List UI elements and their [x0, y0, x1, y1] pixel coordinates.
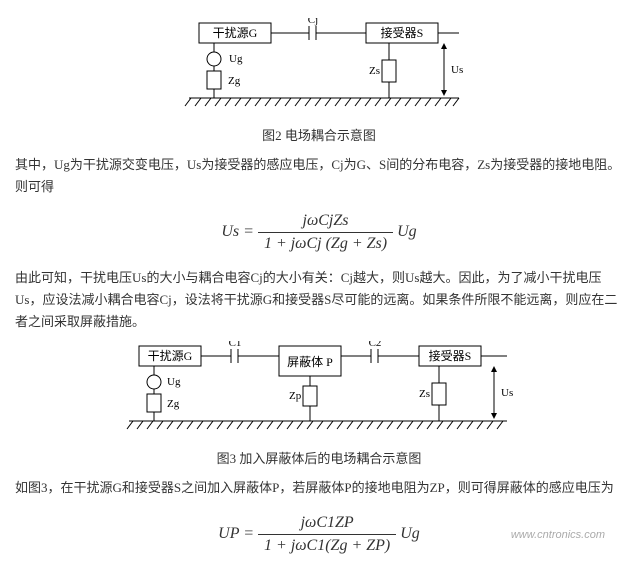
- formula-2-den: 1 + jωC1(Zg + ZP): [258, 535, 396, 555]
- fig2-source-label: 干扰源G: [213, 26, 258, 40]
- fig3-us: Us: [501, 387, 513, 399]
- fig3-zp: Zp: [289, 390, 302, 402]
- figure-3-svg: 干扰源G 屏蔽体 P 接受器S C1 C2 Ug Zg Zp: [109, 341, 529, 436]
- formula-1-lhs: Us: [221, 223, 239, 240]
- formula-1-den: 1 + jωCj (Zg + Zs): [258, 233, 393, 253]
- fig2-ug: Ug: [229, 53, 243, 65]
- fig3-zg: Zg: [167, 398, 180, 410]
- fig2-cj: Cj: [308, 18, 318, 26]
- formula-2-lhs: UP: [218, 525, 239, 542]
- formula-2-rhs: Ug: [400, 525, 420, 542]
- formula-1-num: jωCjZs: [258, 212, 393, 233]
- watermark: www.cntronics.com: [511, 529, 605, 541]
- paragraph-1: 其中，Ug为干扰源交变电压，Us为接受器的感应电压，Cj为G、S间的分布电容，Z…: [15, 154, 623, 198]
- figure-2-svg: 干扰源G 接受器S Cj Ug Zg Zs Us: [159, 18, 479, 113]
- fig2-receiver-label: 接受器S: [381, 25, 424, 40]
- fig3-shield-label: 屏蔽体 P: [287, 355, 333, 369]
- fig2-zs: Zs: [369, 65, 380, 77]
- paragraph-3: 如图3，在干扰源G和接受器S之间加入屏蔽体P，若屏蔽体P的接地电阻为ZP，则可得…: [15, 477, 623, 499]
- fig3-c1: C1: [229, 341, 242, 349]
- fig3-source-label: 干扰源G: [148, 349, 193, 363]
- figure-2: 干扰源G 接受器S Cj Ug Zg Zs Us: [15, 18, 623, 117]
- formula-1: Us = jωCjZs 1 + jωCj (Zg + Zs) Ug: [15, 212, 623, 253]
- formula-2-num: jωC1ZP: [258, 514, 396, 535]
- figure-3-caption: 图3 加入屏蔽体后的电场耦合示意图: [15, 448, 623, 467]
- fig2-zg: Zg: [228, 75, 241, 87]
- fig3-receiver-label: 接受器S: [429, 348, 472, 363]
- figure-2-caption: 图2 电场耦合示意图: [15, 125, 623, 144]
- figure-3: 干扰源G 屏蔽体 P 接受器S C1 C2 Ug Zg Zp: [15, 341, 623, 440]
- fig3-c2: C2: [369, 341, 382, 349]
- fig3-zs: Zs: [419, 388, 430, 400]
- fig2-us: Us: [451, 64, 463, 76]
- fig3-ug: Ug: [167, 376, 181, 388]
- formula-1-rhs: Ug: [397, 223, 417, 240]
- paragraph-2: 由此可知，干扰电压Us的大小与耦合电容Cj的大小有关：Cj越大，则Us越大。因此…: [15, 267, 623, 333]
